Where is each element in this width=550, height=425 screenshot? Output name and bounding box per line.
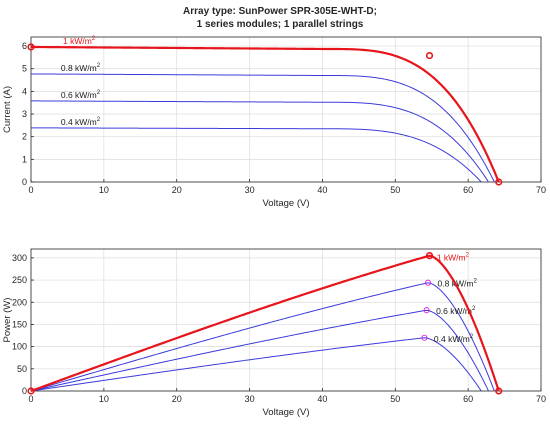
y-tick-label: 1 — [22, 154, 27, 164]
figure-title-line2: 1 series modules; 1 parallel strings — [197, 19, 364, 30]
y-tick-label: 0 — [22, 386, 27, 396]
series-label: 1 kW/m2 — [63, 36, 96, 46]
key-point-marker — [425, 51, 434, 60]
series-line-1-kw-m2 — [30, 45, 500, 183]
y-tick-label: 250 — [12, 275, 27, 285]
series-line-0-6-kw-m2 — [30, 309, 489, 392]
pv-characteristic-plot: 0 10 20 30 40 50 60 70 0 50 100 150 200 250 300 Voltage… — [2, 248, 546, 418]
figure-title-line1: Array type: SunPower SPR-305E-WHT-D; — [183, 6, 377, 17]
series-label-superscript: 2 — [97, 117, 101, 123]
series-label-superscript: 2 — [470, 334, 474, 340]
series-label-superscript: 2 — [97, 90, 101, 96]
key-point-marker — [27, 387, 35, 395]
series-label-main: 0.4 kW/m — [61, 117, 97, 127]
y-tick-label: 0 — [22, 177, 27, 187]
series-label: 0.4 kW/m2 — [434, 334, 474, 344]
series-label-superscript: 2 — [473, 279, 477, 285]
series-label-main: 1 kW/m — [63, 36, 92, 46]
x-tick-label: 70 — [536, 185, 546, 195]
x-tick-label: 0 — [28, 185, 33, 195]
series-label: 0.6 kW/m2 — [436, 306, 476, 316]
y-tick-label: 2 — [22, 132, 27, 142]
x-tick-label: 40 — [317, 394, 327, 404]
series-line-0-4-kw-m2 — [30, 337, 482, 392]
mpp-marker — [425, 279, 432, 286]
series-line-0-6-kw-m2 — [30, 100, 489, 183]
series-label-main: 1 kW/m — [437, 253, 466, 263]
key-point-marker — [495, 178, 503, 186]
y-tick-label: 5 — [22, 64, 27, 74]
y-axis-label: Power (W) — [2, 298, 13, 343]
y-tick-label: 150 — [12, 319, 27, 329]
series-label-main: 0.6 kW/m — [61, 90, 97, 100]
plot-area — [31, 37, 541, 182]
plot-area — [31, 249, 541, 391]
plot-frame — [30, 36, 542, 183]
series-line-0-8-kw-m2 — [30, 73, 495, 183]
plot-frame — [30, 248, 542, 392]
x-tick-label: 40 — [317, 185, 327, 195]
mpp-marker — [421, 334, 428, 341]
x-tick-label: 20 — [172, 185, 182, 195]
x-tick-label: 0 — [28, 394, 33, 404]
series-line-1-kw-m2 — [30, 254, 500, 393]
series-label-superscript: 2 — [466, 253, 470, 259]
y-tick-label: 200 — [12, 297, 27, 307]
x-tick-label: 30 — [245, 185, 255, 195]
series-label-main: 0.8 kW/m — [61, 63, 97, 73]
x-tick-label: 60 — [463, 394, 473, 404]
series-label-superscript: 2 — [97, 63, 101, 69]
series-label-main: 0.6 kW/m — [436, 306, 472, 316]
x-tick-label: 20 — [172, 394, 182, 404]
series-label: 0.8 kW/m2 — [61, 63, 101, 73]
series-line-0-4-kw-m2 — [30, 127, 482, 183]
y-tick-label: 300 — [12, 253, 27, 263]
y-tick-label: 100 — [12, 342, 27, 352]
series-label-superscript: 2 — [92, 36, 96, 42]
x-tick-label: 10 — [99, 185, 109, 195]
y-tick-label: 6 — [22, 41, 27, 51]
x-tick-label: 30 — [245, 394, 255, 404]
series-label: 0.6 kW/m2 — [61, 90, 101, 100]
series-line-0-8-kw-m2 — [30, 282, 495, 392]
y-axis-label: Current (A) — [2, 86, 13, 133]
x-tick-label: 50 — [390, 394, 400, 404]
x-tick-label: 60 — [463, 185, 473, 195]
x-axis-label: Voltage (V) — [263, 407, 310, 418]
key-point-marker — [425, 252, 434, 260]
series-label-superscript: 2 — [472, 306, 476, 312]
x-tick-label: 50 — [390, 185, 400, 195]
x-tick-label: 10 — [99, 394, 109, 404]
y-tick-label: 50 — [17, 364, 27, 374]
x-axis-label: Voltage (V) — [263, 198, 310, 209]
mpp-marker — [423, 307, 430, 314]
y-tick-label: 4 — [22, 86, 27, 96]
series-label: 1 kW/m2 — [437, 253, 470, 263]
x-tick-label: 70 — [536, 394, 546, 404]
key-point-marker — [27, 43, 35, 51]
y-tick-label: 3 — [22, 109, 27, 119]
iv-characteristic-plot: 0 10 20 30 40 50 60 70 0 1 2 3 4 5 6 Voltage (V) Current… — [2, 36, 546, 209]
key-point-marker — [495, 387, 503, 395]
series-label-main: 0.4 kW/m — [434, 334, 470, 344]
series-label: 0.4 kW/m2 — [61, 117, 101, 127]
